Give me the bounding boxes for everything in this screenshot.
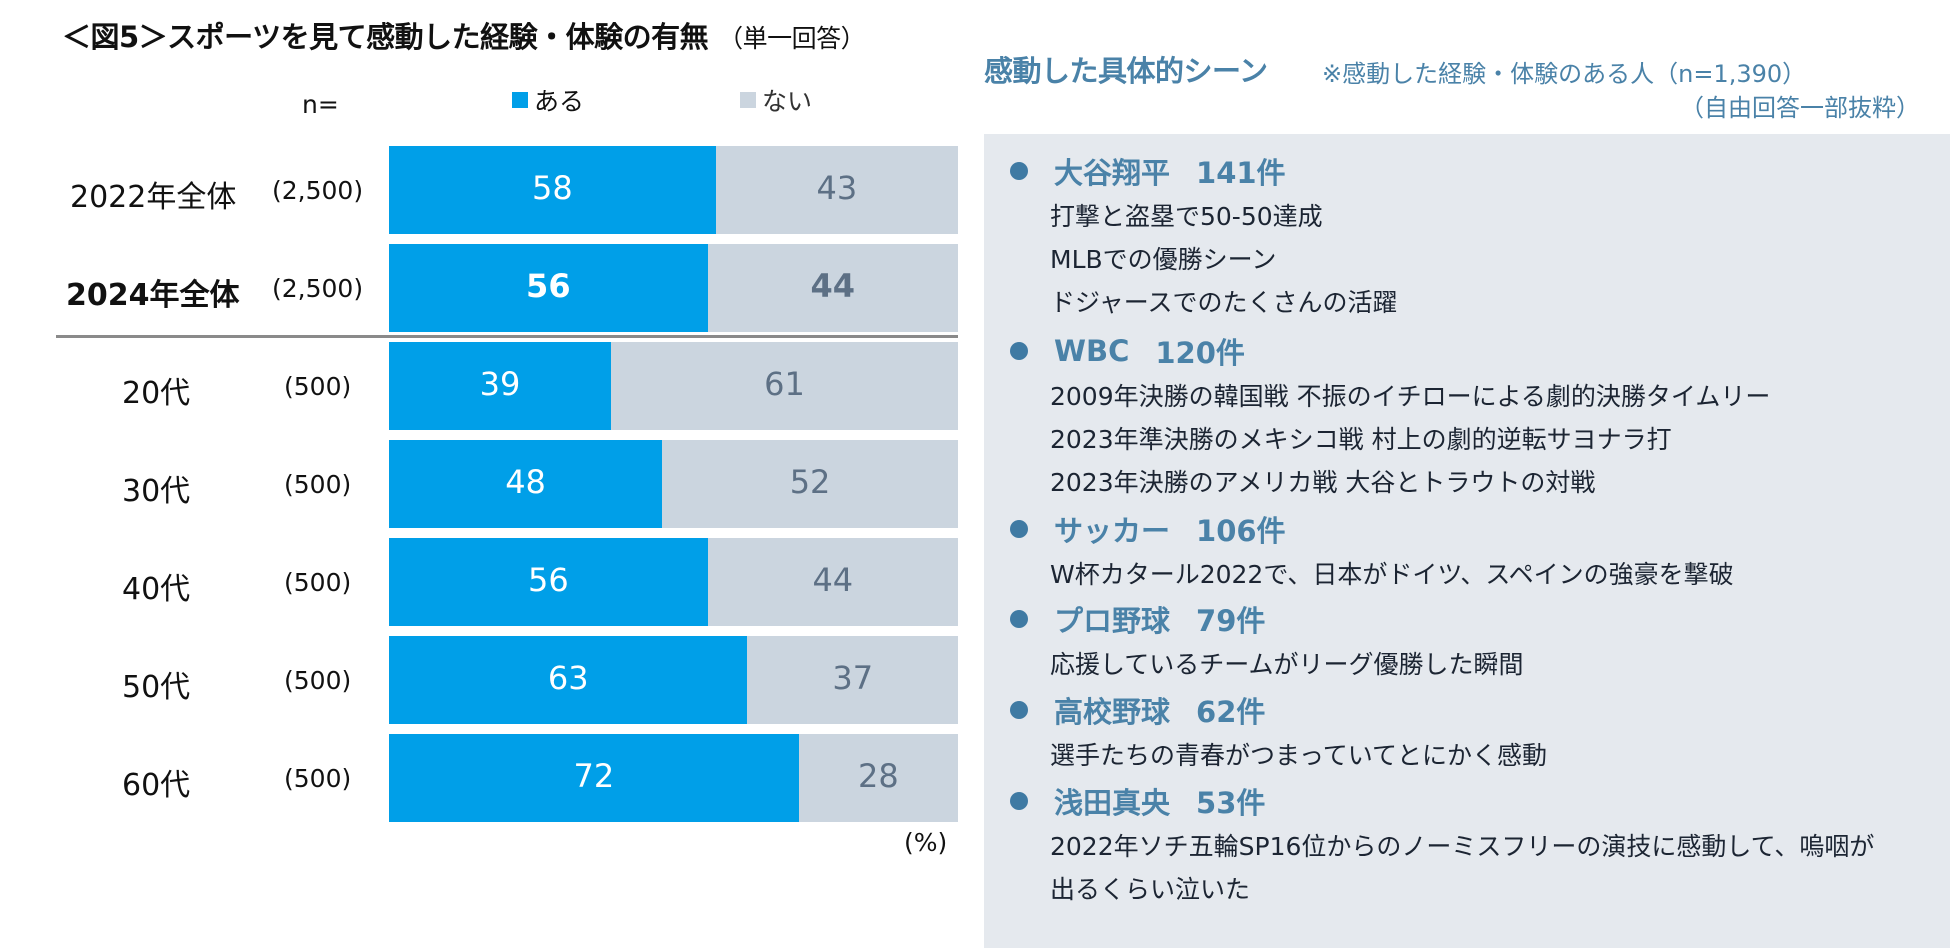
bar-segment-yes (389, 636, 748, 724)
category-label: 20代 (122, 376, 191, 411)
sample-size-label: (500) (284, 568, 352, 597)
category-label: 40代 (122, 572, 191, 607)
data-label-yes: 72 (573, 757, 615, 795)
scene-category: プロ野球 79件 (1010, 598, 1265, 640)
scene-category-count: 79件 (1196, 604, 1266, 638)
scene-example: MLBでの優勝シーン (1050, 245, 1277, 274)
bar-segment-yes (389, 342, 611, 430)
data-label-yes: 63 (547, 659, 589, 697)
scene-category-name: WBC (1054, 334, 1130, 368)
bullet-icon (1010, 701, 1028, 719)
scene-example: 選手たちの青春がつまっていてとにかく感動 (1050, 741, 1548, 770)
legend-label-yes: ある (534, 87, 585, 116)
scene-category-count: 141件 (1196, 156, 1286, 190)
scene-category-count: 53件 (1196, 786, 1266, 820)
scene-category-count: 106件 (1196, 514, 1286, 548)
n-label: n= (302, 90, 339, 119)
category-label: 60代 (122, 768, 191, 803)
legend-swatch-yes (512, 92, 528, 108)
sample-size-label: (2,500) (272, 176, 364, 205)
bar-segment-yes (389, 440, 663, 528)
bullet-icon (1010, 342, 1028, 360)
data-label-yes: 56 (526, 267, 571, 305)
data-label-no: 44 (810, 267, 856, 305)
scene-example: 応援しているチームがリーグ優勝した瞬間 (1050, 650, 1524, 679)
total-vs-age-divider (56, 335, 958, 338)
bar-segment-no (747, 636, 958, 724)
bar-segment-no (798, 734, 958, 822)
scene-example: ドジャースでのたくさんの活躍 (1050, 288, 1398, 317)
data-label-no: 28 (857, 757, 899, 795)
data-label-yes: 39 (479, 365, 521, 403)
bar-segment-no (707, 538, 958, 626)
category-label: 2024年全体 (66, 278, 240, 313)
scene-example: 2009年決勝の韓国戦 不振のイチローによる劇的決勝タイムリー (1050, 382, 1771, 411)
scene-category: 浅田真央 53件 (1010, 780, 1265, 822)
scene-example: 2023年準決勝のメキシコ戦 村上の劇的逆転サヨナラ打 (1050, 425, 1672, 454)
sample-size-label: (500) (284, 372, 352, 401)
legend-item-no: ない (740, 82, 812, 118)
scene-category-name: 浅田真央 (1054, 786, 1171, 820)
scene-category: 大谷翔平 141件 (1010, 150, 1286, 192)
data-label-yes: 56 (527, 561, 569, 599)
scene-category-name: 高校野球 (1054, 695, 1171, 729)
bar-segment-yes (389, 734, 799, 822)
bar-segment-no (610, 342, 958, 430)
bullet-icon (1010, 610, 1028, 628)
bullet-icon (1010, 162, 1028, 180)
scene-category-count: 62件 (1196, 695, 1266, 729)
figure-title-text: ＜図5＞スポーツを見て感動した経験・体験の有無 (62, 20, 709, 54)
scene-example: 出るくらい泣いた (1050, 875, 1251, 904)
sample-size-label: (500) (284, 666, 352, 695)
stacked-bar-chart: 2022年全体 (2,500) 58 43 2024年全体 (2,500) 56 44 20代 (… (66, 146, 958, 822)
bar-segment-yes (389, 146, 716, 234)
figure-title-note: （単一回答） (718, 24, 866, 53)
bar-segment-no (715, 146, 958, 234)
category-label: 50代 (122, 670, 191, 705)
legend-item-yes: ある (512, 82, 584, 118)
figure-title: ＜図5＞スポーツを見て感動した経験・体験の有無 （単一回答） (62, 14, 866, 56)
data-label-no: 61 (764, 365, 805, 403)
category-label: 30代 (122, 474, 191, 509)
data-label-no: 37 (832, 659, 874, 697)
scene-category-name: プロ野球 (1054, 604, 1171, 638)
scene-example: 打撃と盗塁で50-50達成 (1050, 202, 1323, 231)
scenes-note-free-answer: （自由回答一部抜粋） (1680, 94, 1920, 122)
scenes-note: ※感動した経験・体験のある人（n=1,390） (1322, 60, 1807, 88)
data-label-no: 43 (816, 169, 858, 207)
bar-segment-yes (389, 538, 708, 626)
sample-size-label: (500) (284, 764, 352, 793)
legend-swatch-no (740, 92, 756, 108)
data-label-no: 52 (789, 463, 831, 501)
scene-example: 2023年決勝のアメリカ戦 大谷とトラウトの対戦 (1050, 468, 1596, 497)
scene-category: 高校野球 62件 (1010, 689, 1265, 731)
scenes-title: 感動した具体的シーン (984, 54, 1268, 88)
bar-segment-yes (389, 244, 708, 332)
scene-example: W杯カタール2022で、日本がドイツ、スペインの強豪を撃破 (1050, 560, 1734, 589)
data-label-yes: 48 (505, 463, 546, 501)
bar-segment-no (662, 440, 958, 528)
scene-category-count: 120件 (1155, 336, 1245, 370)
unit-label: (%) (904, 828, 948, 857)
scene-example: 2022年ソチ五輪SP16位からのノーミスフリーの演技に感動して、嗚咽が (1050, 832, 1875, 861)
scene-category-name: サッカー (1054, 514, 1171, 548)
sample-size-label: (500) (284, 470, 352, 499)
category-label: 2022年全体 (70, 180, 237, 215)
legend-label-no: ない (762, 87, 813, 116)
scenes-panel (984, 134, 1950, 948)
bar-segment-no (707, 244, 958, 332)
scene-category: WBC 120件 (1010, 330, 1245, 372)
scene-category: サッカー 106件 (1010, 508, 1286, 550)
scene-category-name: 大谷翔平 (1054, 156, 1171, 190)
data-label-no: 44 (812, 561, 854, 599)
bullet-icon (1010, 520, 1028, 538)
bullet-icon (1010, 792, 1028, 810)
data-label-yes: 58 (532, 169, 573, 207)
sample-size-label: (2,500) (272, 274, 364, 303)
